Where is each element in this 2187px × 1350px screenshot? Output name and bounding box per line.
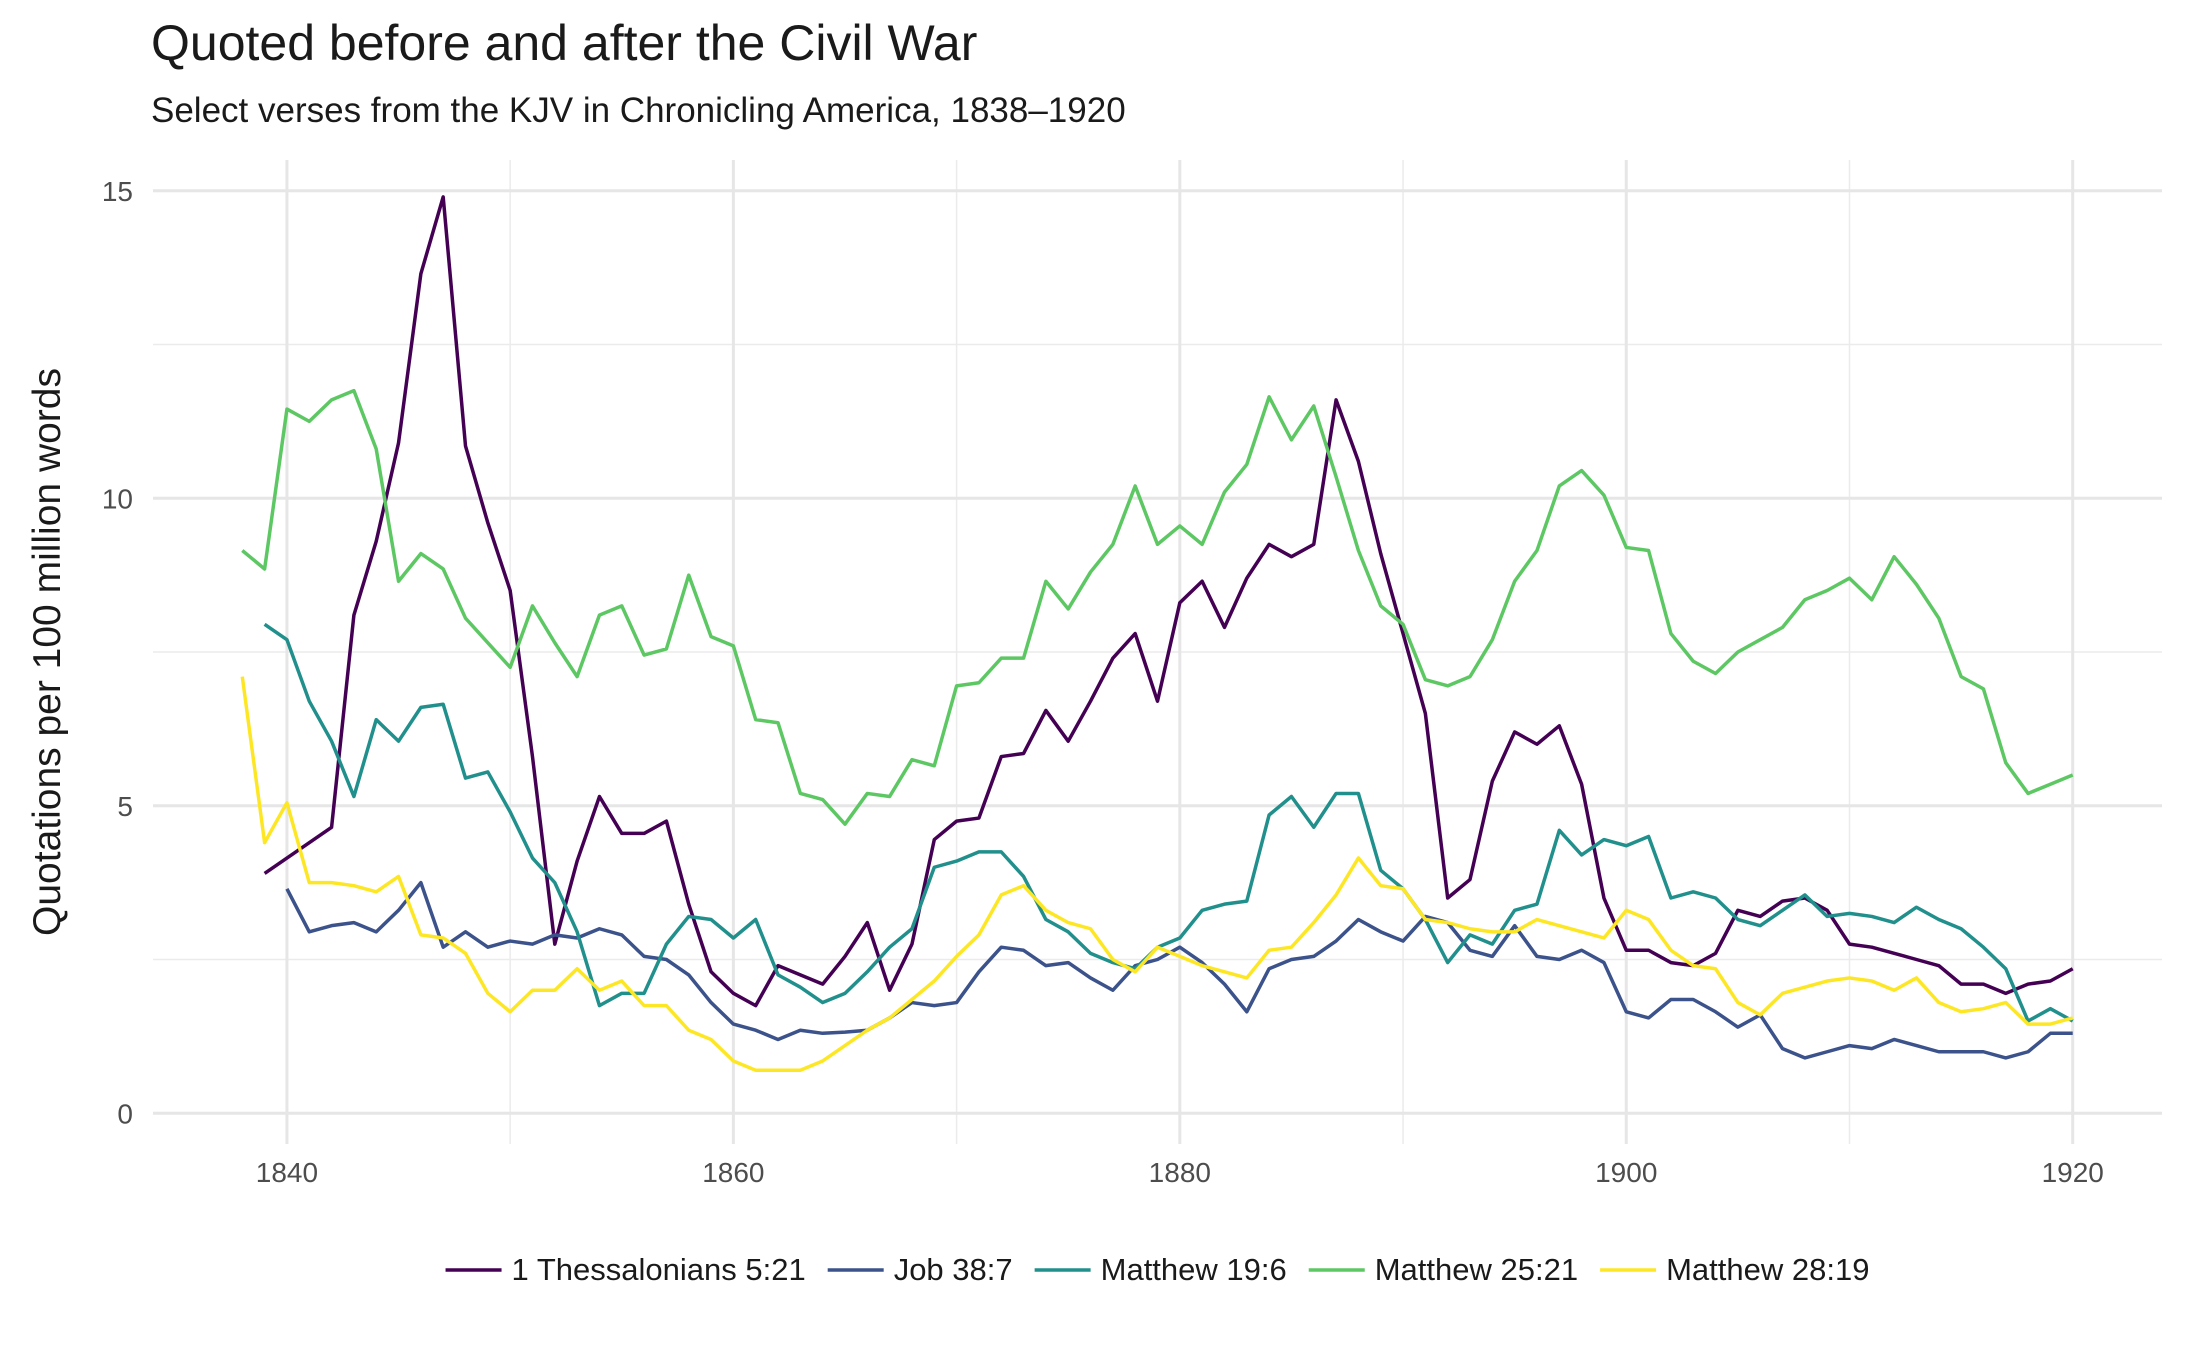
y-tick-label: 10 [102, 483, 133, 514]
series-line [263, 195, 2074, 1008]
series-line [285, 880, 2073, 1060]
y-tick-label: 5 [117, 791, 133, 822]
legend-label: Job 38:7 [894, 1252, 1013, 1287]
legend-label: 1 Thessalonians 5:21 [512, 1252, 806, 1287]
series-line [263, 622, 2074, 1023]
legend-item: 1 Thessalonians 5:21 [445, 1252, 806, 1287]
y-tick-label: 15 [102, 176, 133, 207]
legend-label: Matthew 25:21 [1375, 1252, 1578, 1287]
legend-item: Matthew 25:21 [1308, 1252, 1578, 1287]
y-axis-title: Quotations per 100 million words [26, 368, 69, 936]
legend-label: Matthew 28:19 [1666, 1252, 1869, 1287]
x-tick-label: 1840 [256, 1157, 318, 1188]
legend-label: Matthew 19:6 [1101, 1252, 1287, 1287]
grid [153, 160, 2162, 1144]
legend-item: Job 38:7 [827, 1252, 1013, 1287]
x-tick-label: 1860 [702, 1157, 764, 1188]
x-tick-label: 1920 [2042, 1157, 2104, 1188]
chart-title: Quoted before and after the Civil War [151, 15, 977, 71]
series-line [241, 388, 2074, 826]
y-tick-label: 0 [117, 1098, 133, 1129]
x-tick-label: 1900 [1595, 1157, 1657, 1188]
x-tick-label: 1880 [1149, 1157, 1211, 1188]
plot-lines [240, 195, 2074, 1072]
chart-subtitle: Select verses from the KJV in Chroniclin… [151, 91, 1126, 130]
legend-item: Matthew 19:6 [1034, 1252, 1287, 1287]
legend-item: Matthew 28:19 [1600, 1252, 1869, 1287]
legend: 1 Thessalonians 5:21 Job 38:7 Matthew 19:6… [445, 1252, 1869, 1287]
series-line [240, 676, 2074, 1072]
